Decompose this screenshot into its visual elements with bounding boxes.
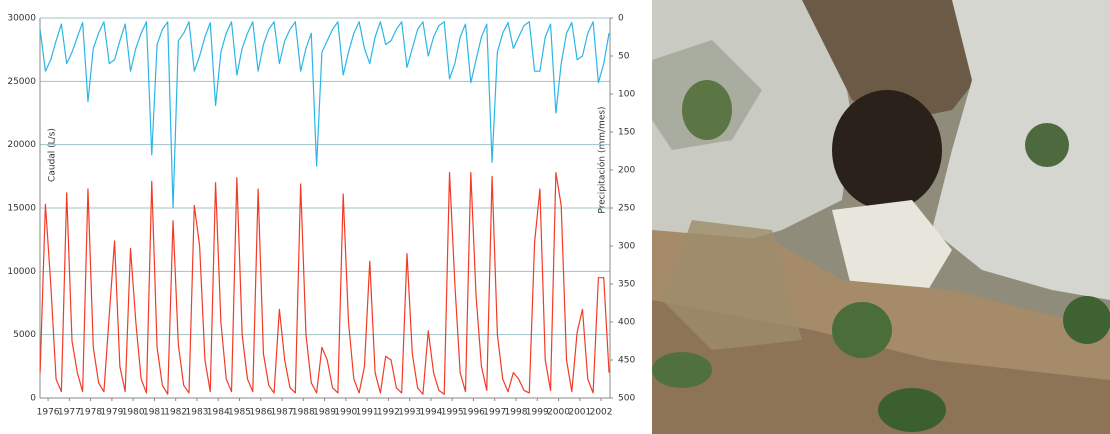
page: Caudal (L/s) Precipitación (mm/mes) 0500… (0, 0, 1110, 434)
y-tick-label: 0 (30, 394, 36, 404)
y2-axis-title: Precipitación (mm/mes) (597, 106, 608, 213)
x-tick-label: 1979 (100, 408, 123, 418)
x-tick-label: 1983 (186, 408, 209, 418)
y-tick-label: 25000 (7, 77, 36, 87)
y2-tick-label: 50 (618, 52, 630, 62)
x-tick-label: 1982 (164, 408, 187, 418)
y-tick-label: 20000 (7, 140, 36, 150)
x-tick-label: 1993 (398, 408, 421, 418)
y2-tick-label: 400 (618, 318, 635, 328)
x-tick-label: 1990 (334, 408, 357, 418)
y2-tick-label: 450 (618, 356, 635, 366)
x-tick-label: 1999 (526, 408, 549, 418)
x-tick-label: 1994 (419, 408, 442, 418)
x-tick-label: 1989 (313, 408, 336, 418)
x-tick-label: 1984 (207, 408, 230, 418)
x-tick-label: 2002 (590, 408, 613, 418)
x-tick-label: 1978 (79, 408, 102, 418)
x-tick-label: 1981 (143, 408, 166, 418)
y2-tick-label: 200 (618, 166, 635, 176)
y2-tick-label: 150 (618, 128, 635, 138)
x-tick-label: 1985 (228, 408, 251, 418)
x-tick-label: 1996 (462, 408, 485, 418)
chart: Caudal (L/s) Precipitación (mm/mes) 0500… (0, 0, 640, 434)
y-tick-label: 5000 (13, 330, 36, 340)
x-tick-label: 1988 (292, 408, 315, 418)
y2-tick-label: 100 (618, 90, 635, 100)
x-tick-label: 1991 (356, 408, 379, 418)
x-tick-label: 1980 (122, 408, 145, 418)
y2-tick-label: 250 (618, 204, 635, 214)
y2-tick-label: 350 (618, 280, 635, 290)
x-tick-label: 1995 (441, 408, 464, 418)
x-tick-label: 1992 (377, 408, 400, 418)
series-line (40, 22, 609, 208)
x-tick-label: 1977 (58, 408, 81, 418)
x-tick-label: 1986 (249, 408, 272, 418)
y-tick-label: 30000 (7, 14, 36, 24)
y2-tick-label: 300 (618, 242, 635, 252)
photo (652, 0, 1110, 434)
y-tick-label: 15000 (7, 204, 36, 214)
x-tick-label: 1998 (505, 408, 528, 418)
y-tick-label: 10000 (7, 267, 36, 277)
x-tick-label: 1997 (483, 408, 506, 418)
y2-tick-label: 500 (618, 394, 635, 404)
x-tick-label: 2000 (547, 408, 570, 418)
y2-tick-label: 0 (618, 14, 624, 24)
y-axis-title: Caudal (L/s) (48, 128, 58, 182)
x-tick-label: 1987 (271, 408, 294, 418)
series-line (40, 173, 609, 395)
x-tick-label: 1976 (37, 408, 60, 418)
x-tick-label: 2001 (568, 408, 591, 418)
